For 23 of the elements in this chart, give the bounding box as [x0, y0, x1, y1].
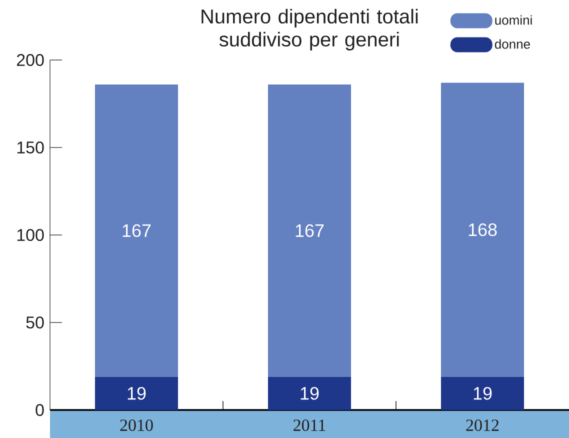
- y-tick-label: 50: [26, 316, 44, 329]
- bar: [440, 82, 524, 377]
- data-label: 19: [128, 387, 146, 400]
- legend-label: donne: [494, 39, 530, 49]
- legend-label: uomini: [495, 15, 532, 25]
- y-tick-label: 0: [36, 404, 44, 416]
- data-label: 19: [300, 387, 319, 400]
- data-label: 168: [468, 223, 497, 236]
- bar: [440, 376, 524, 410]
- data-label: 19: [474, 387, 492, 400]
- data-label: 167: [296, 224, 324, 237]
- bar: [268, 376, 352, 410]
- data-label: 167: [122, 224, 151, 237]
- bar: [94, 376, 178, 410]
- chart-title: Numero dipendenti totali suddiviso per generi: [202, 8, 418, 51]
- bar: [94, 84, 178, 377]
- bar: [268, 84, 352, 377]
- x-tick-label: 2011: [294, 420, 326, 431]
- x-tick-label: 2012: [466, 420, 499, 431]
- x-tick-label: 2010: [120, 420, 153, 431]
- y-tick-label: 200: [16, 54, 44, 66]
- y-tick-label: 100: [17, 228, 44, 242]
- y-tick-label: 150: [17, 141, 44, 154]
